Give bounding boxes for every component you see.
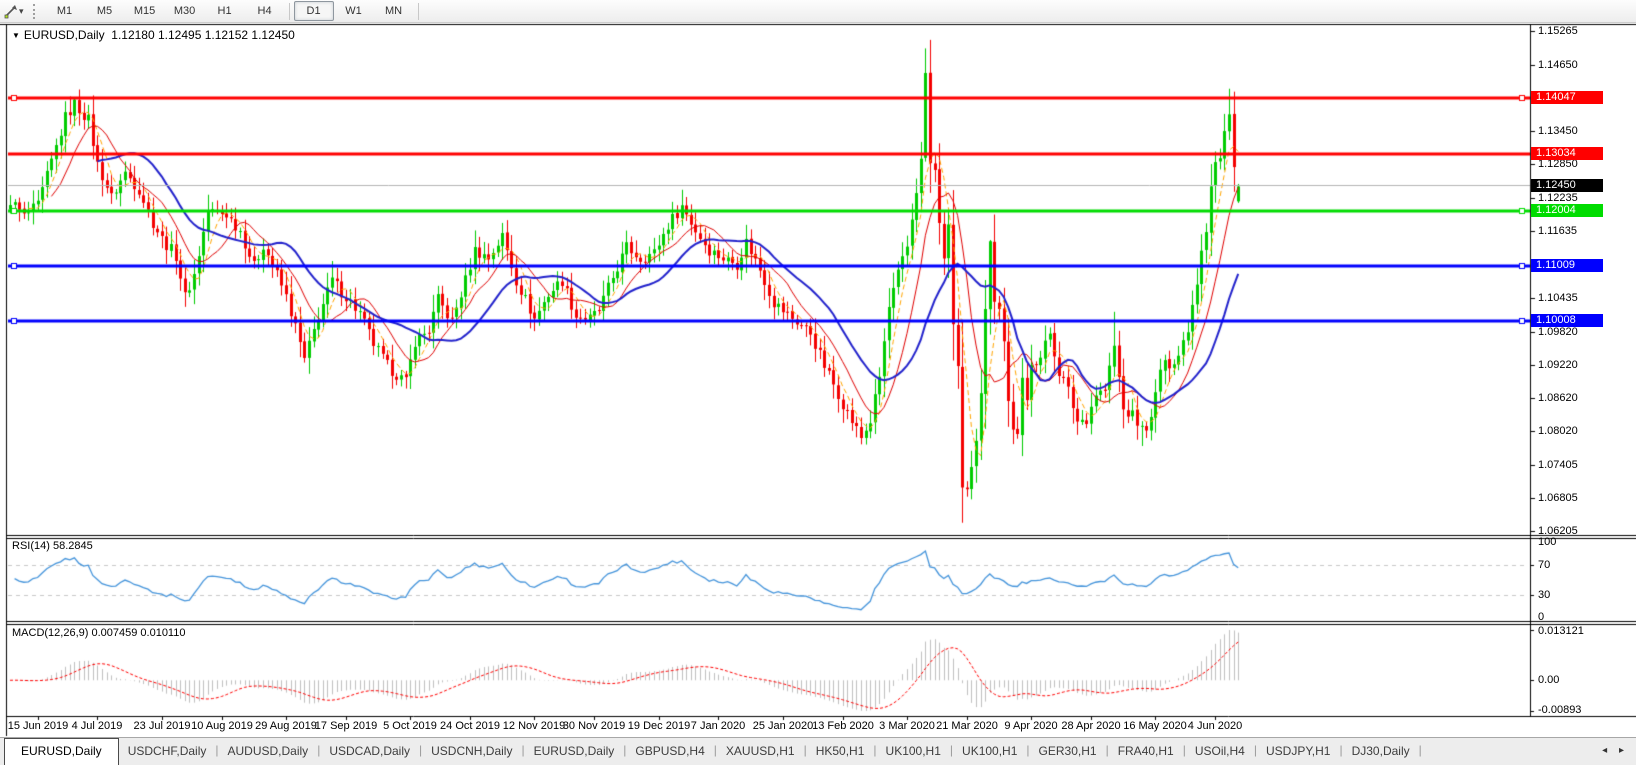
metatrader-window: ▾ M1M5M15M30H1H4D1W1MN ▼EURUSD,Daily 1.1… <box>0 0 1636 765</box>
price-chart-canvas[interactable] <box>0 0 1636 765</box>
